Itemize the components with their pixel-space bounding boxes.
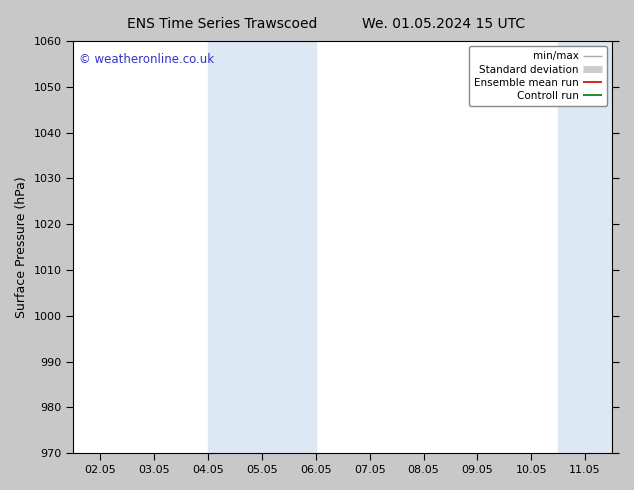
Legend: min/max, Standard deviation, Ensemble mean run, Controll run: min/max, Standard deviation, Ensemble me… xyxy=(469,46,607,106)
Bar xyxy=(208,41,316,453)
Text: ENS Time Series Trawscoed: ENS Time Series Trawscoed xyxy=(127,17,317,31)
Text: © weatheronline.co.uk: © weatheronline.co.uk xyxy=(79,53,214,67)
Y-axis label: Surface Pressure (hPa): Surface Pressure (hPa) xyxy=(15,176,28,318)
Text: We. 01.05.2024 15 UTC: We. 01.05.2024 15 UTC xyxy=(362,17,526,31)
Bar xyxy=(558,41,634,453)
